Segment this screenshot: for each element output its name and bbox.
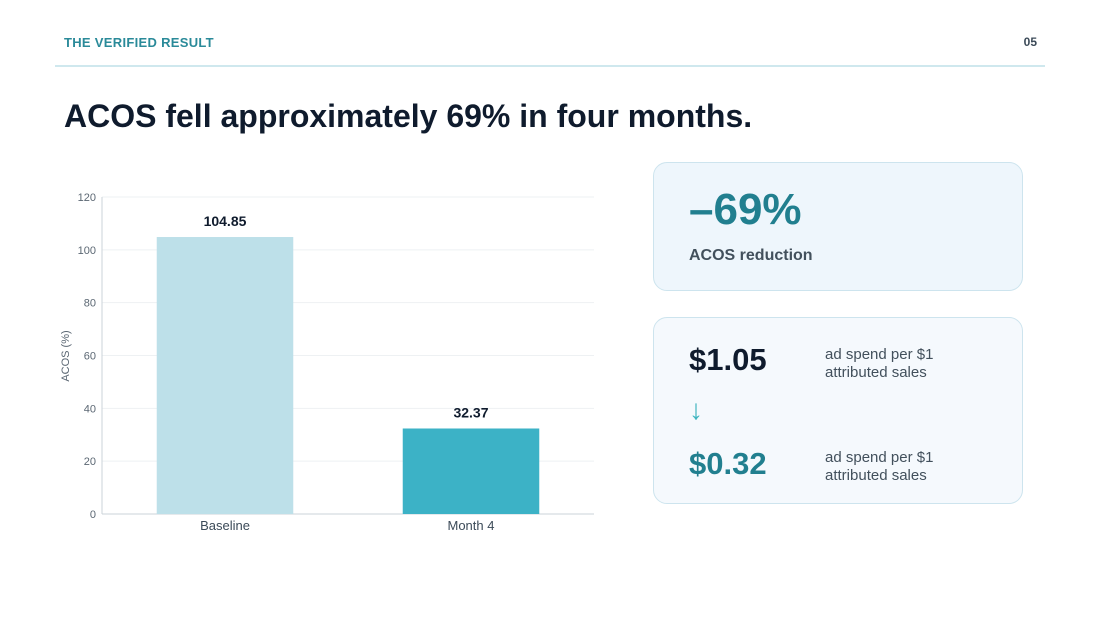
data-label: 104.85 — [204, 213, 247, 229]
spend-after-description: ad spend per $1 attributed sales — [825, 449, 934, 484]
section-eyebrow: THE VERIFIED RESULT — [64, 35, 214, 50]
y-tick-label: 80 — [84, 298, 96, 310]
y-tick-label: 40 — [84, 403, 96, 415]
page-number: 05 — [1023, 35, 1037, 49]
reduction-value: –69% — [689, 185, 802, 234]
bar-baseline — [156, 237, 294, 515]
y-tick-label: 120 — [78, 192, 96, 204]
spend-after-value: $0.32 — [689, 446, 767, 481]
chart-bars — [156, 237, 540, 515]
bar-month-4 — [402, 428, 540, 514]
y-tick-label: 100 — [78, 245, 96, 257]
x-tick-label: Baseline — [200, 518, 250, 533]
data-label: 32.37 — [453, 404, 488, 420]
acos-bar-chart: 0 20 40 60 80 100 120 104.85 Baseline 32.37 Month… — [60, 192, 594, 533]
y-tick-label: 20 — [84, 456, 96, 468]
spend-before-description: ad spend per $1 attributed sales — [825, 346, 934, 381]
spend-before-value: $1.05 — [689, 342, 767, 377]
reduction-label: ACOS reduction — [689, 247, 813, 264]
header-divider — [55, 65, 1045, 67]
down-arrow-icon: ↓ — [689, 394, 703, 425]
chart-labels: 104.85 Baseline 32.37 Month 4 — [200, 213, 494, 533]
slide-headline: ACOS fell approximately 69% in four mont… — [64, 98, 753, 134]
ad-spend-card: $1.05 ad spend per $1 attributed sales ↓… — [653, 317, 1023, 504]
acos-reduction-card: –69% ACOS reduction — [653, 162, 1023, 291]
x-tick-label: Month 4 — [448, 518, 495, 533]
y-axis-label: ACOS (%) — [60, 330, 72, 381]
y-tick-label: 60 — [84, 351, 96, 363]
y-tick-label: 0 — [90, 509, 96, 521]
